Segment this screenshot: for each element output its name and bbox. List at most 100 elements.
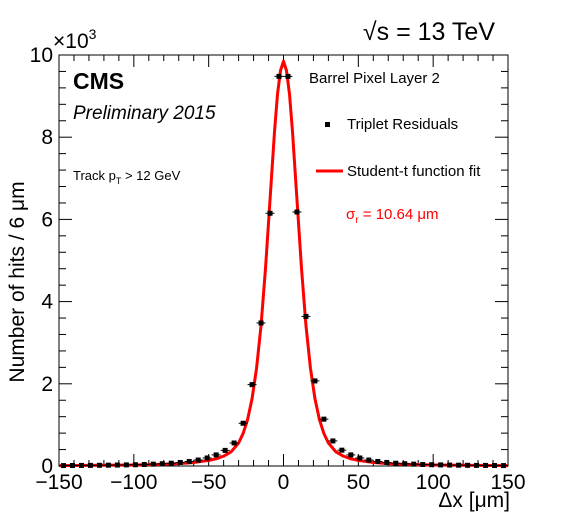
legend-entry-fit: Student-t function fit: [347, 163, 481, 180]
data-point-marker: [375, 458, 381, 464]
data-point: [193, 457, 203, 463]
data-point: [166, 460, 176, 466]
data-point: [454, 462, 464, 468]
data-point-marker: [159, 461, 165, 467]
data-point: [121, 462, 131, 468]
x-tick-label: 0: [278, 471, 290, 494]
data-point-marker: [420, 461, 426, 467]
data-point-marker: [393, 460, 399, 466]
y-tick-label: 0: [41, 455, 53, 478]
data-point: [139, 461, 149, 467]
data-point-marker: [258, 320, 264, 326]
x-axis-title: Δx [μm]: [438, 489, 510, 512]
data-point-marker: [402, 461, 408, 467]
data-point: [220, 447, 230, 453]
data-point-marker: [366, 457, 372, 463]
data-point: [292, 209, 302, 215]
data-point-marker: [132, 462, 138, 468]
data-point: [481, 462, 491, 468]
data-point: [373, 458, 383, 464]
data-point-marker: [447, 462, 453, 468]
data-points-layer: [59, 73, 508, 469]
data-point-marker: [105, 462, 111, 468]
data-point: [400, 461, 410, 467]
data-point: [436, 462, 446, 468]
data-point: [247, 382, 257, 388]
data-point-marker: [222, 447, 228, 453]
legend-marker-points: [325, 122, 330, 127]
x-tick-label: 100: [416, 471, 451, 494]
data-point: [202, 455, 212, 461]
data-point: [364, 457, 374, 463]
data-point: [490, 463, 500, 469]
data-point: [130, 462, 140, 468]
data-point-marker: [312, 378, 318, 384]
y-tick-label: 10: [30, 44, 53, 67]
data-point: [472, 462, 482, 468]
data-point-marker: [294, 209, 300, 215]
data-point-marker: [303, 313, 309, 319]
legend-entry-points: Triplet Residuals: [347, 116, 458, 133]
data-point: [418, 461, 428, 467]
data-point: [346, 452, 356, 458]
data-point: [319, 416, 329, 422]
y-axis-title: Number of hits / 6 μm: [6, 181, 29, 382]
data-point-marker: [195, 457, 201, 463]
data-point: [112, 462, 122, 468]
data-point: [427, 462, 437, 468]
data-point-marker: [429, 462, 435, 468]
data-point: [301, 313, 311, 319]
data-point-marker: [438, 462, 444, 468]
data-point-marker: [168, 460, 174, 466]
data-point-marker: [357, 455, 363, 461]
data-point: [256, 320, 266, 326]
data-point: [274, 73, 284, 79]
data-point: [355, 455, 365, 461]
data-point-marker: [276, 73, 282, 79]
data-point: [85, 462, 95, 468]
data-point-marker: [150, 461, 156, 467]
data-point-marker: [285, 73, 291, 79]
data-point: [148, 461, 158, 467]
x-tick-label: −150: [35, 471, 82, 494]
axis-tick-labels: −150 −100 −50 0 50 100 150 0 2 4 6 8 10: [30, 44, 526, 494]
data-point-marker: [231, 440, 237, 446]
y-tick-label: 2: [41, 373, 53, 396]
track-cut-label: Track pT > 12 GeV: [73, 168, 181, 186]
experiment-label: CMS: [73, 68, 124, 94]
energy-label: √s = 13 TeV: [363, 18, 495, 46]
data-point-marker: [483, 462, 489, 468]
data-point-marker: [69, 463, 75, 469]
y-tick-label: 8: [41, 126, 53, 149]
x-tick-label: 150: [490, 471, 525, 494]
data-point: [184, 458, 194, 464]
data-point: [499, 463, 508, 469]
data-point: [59, 463, 68, 469]
data-point-marker: [339, 447, 345, 453]
region-label: Barrel Pixel Layer 2: [309, 70, 440, 87]
data-point: [382, 459, 392, 465]
data-point-marker: [87, 462, 93, 468]
y-tick-label: 6: [41, 208, 53, 231]
data-point-marker: [348, 452, 354, 458]
data-point: [175, 459, 185, 465]
data-point-marker: [96, 462, 102, 468]
data-point-marker: [249, 382, 255, 388]
data-point-marker: [177, 459, 183, 465]
data-point-marker: [267, 210, 273, 216]
data-point: [229, 440, 239, 446]
axis-ticks: [58, 54, 509, 467]
data-point: [409, 461, 419, 467]
data-point: [103, 462, 113, 468]
x-tick-label: 50: [347, 471, 370, 494]
data-point: [265, 210, 275, 216]
status-label: Preliminary 2015: [73, 103, 216, 124]
data-point-marker: [141, 461, 147, 467]
fit-curve: [58, 59, 509, 468]
data-point-marker: [321, 416, 327, 422]
legend: Barrel Pixel Layer 2 Triplet Residuals S…: [309, 70, 481, 226]
fit-curve-layer: [58, 59, 509, 468]
data-point-marker: [186, 458, 192, 464]
data-point-marker: [474, 462, 480, 468]
